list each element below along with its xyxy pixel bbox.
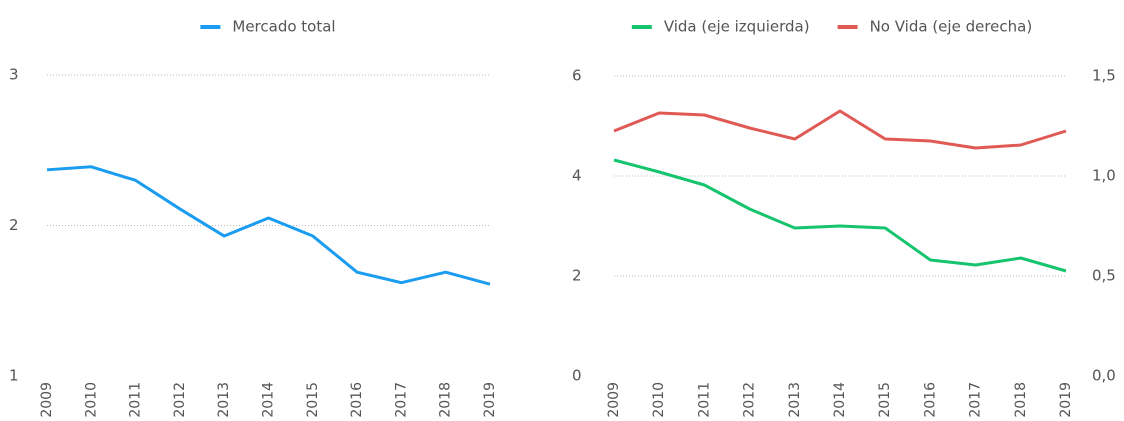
x-tick-label: 2009 <box>606 382 622 418</box>
x-tick-label: 2011 <box>128 382 144 418</box>
y-tick-label: 4 <box>572 167 582 185</box>
x-tick-label: 2017 <box>393 382 409 418</box>
legend-label: Mercado total <box>232 18 335 36</box>
x-tick-label: 2015 <box>877 382 893 418</box>
x-tick-label: 2016 <box>349 382 365 418</box>
y2-tick-label: 0,0 <box>1092 367 1116 385</box>
x-tick-label: 2013 <box>787 382 803 418</box>
y-tick-label: 0 <box>572 367 582 385</box>
x-tick-label: 2010 <box>651 382 667 418</box>
y2-tick-label: 1,5 <box>1092 67 1116 85</box>
x-tick-label: 2009 <box>39 382 55 418</box>
x-tick-label: 2017 <box>968 382 984 418</box>
x-tick-label: 2018 <box>1013 382 1029 418</box>
x-tick-label: 2010 <box>83 382 99 418</box>
y2-tick-label: 0,5 <box>1092 267 1116 285</box>
x-tick-label: 2012 <box>172 382 188 418</box>
x-tick-label: 2018 <box>438 382 454 418</box>
x-tick-label: 2019 <box>1058 382 1074 418</box>
series-line <box>613 158 1067 273</box>
legend-label: Vida (eje izquierda) <box>664 18 810 36</box>
y-tick-label: 2 <box>9 216 19 234</box>
y-tick-label: 2 <box>572 267 582 285</box>
x-tick-label: 2015 <box>305 382 321 418</box>
x-tick-label: 2012 <box>742 382 758 418</box>
x-tick-label: 2014 <box>832 382 848 418</box>
x-tick-label: 2019 <box>482 382 498 418</box>
series-line <box>613 109 1067 150</box>
y2-tick-label: 1,0 <box>1092 167 1116 185</box>
series-line <box>46 165 491 286</box>
x-tick-label: 2013 <box>216 382 232 418</box>
x-tick-label: 2014 <box>261 382 277 418</box>
x-tick-label: 2011 <box>696 382 712 418</box>
x-tick-label: 2016 <box>922 382 938 418</box>
y-tick-label: 3 <box>9 66 19 84</box>
legend-label: No Vida (eje derecha) <box>870 18 1033 36</box>
y-tick-label: 6 <box>572 67 582 85</box>
y-tick-label: 1 <box>9 367 19 385</box>
